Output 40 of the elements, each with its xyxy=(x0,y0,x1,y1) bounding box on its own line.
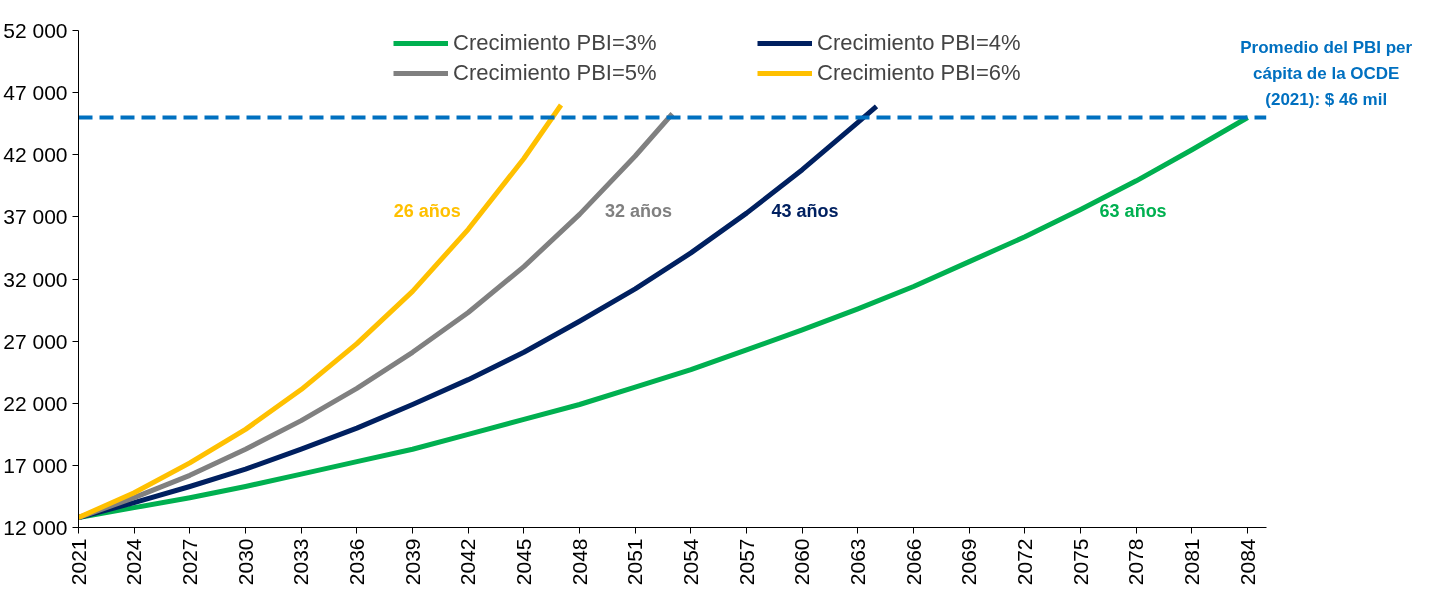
annotation: 32 años xyxy=(604,200,672,221)
annotation: 63 años xyxy=(1099,200,1167,221)
y-tick-label: 32 000 xyxy=(3,267,68,291)
x-tick-label: 2024 xyxy=(122,538,146,586)
x-tick-label: 2021 xyxy=(66,538,90,586)
x-tick-label: 2042 xyxy=(456,538,480,586)
annotation: 26 años xyxy=(393,200,461,221)
x-tick-label: 2066 xyxy=(901,538,925,586)
x-tick-label: 2078 xyxy=(1124,538,1148,586)
ref-line-label: Promedio del PBI per cápita de la OCDE (2021): $ 46 mil xyxy=(1240,38,1413,110)
annotation: 43 años xyxy=(771,200,839,221)
x-tick-label: 2048 xyxy=(567,538,591,586)
x-tick-label: 2045 xyxy=(511,538,535,586)
x-tick-label: 2057 xyxy=(734,538,758,586)
y-tick-label: 42 000 xyxy=(3,143,68,167)
legend-label: Crecimiento PBI=3% xyxy=(453,30,658,56)
y-tick-label: 47 000 xyxy=(3,81,68,105)
x-tick-label: 2060 xyxy=(790,538,814,586)
y-tick-label: 12 000 xyxy=(3,516,68,539)
x-tick-label: 2075 xyxy=(1068,538,1092,586)
y-tick-label: 52 000 xyxy=(3,19,68,42)
x-tick-label: 2036 xyxy=(344,538,368,586)
x-tick-label: 2069 xyxy=(957,538,981,586)
legend-label: Crecimiento PBI=4% xyxy=(817,30,1022,56)
x-tick-label: 2084 xyxy=(1235,538,1259,586)
x-tick-label: 2033 xyxy=(289,538,313,586)
y-tick-label: 37 000 xyxy=(3,205,68,229)
y-tick-label: 22 000 xyxy=(3,391,68,415)
x-tick-label: 2027 xyxy=(177,538,201,586)
legend-label: Crecimiento PBI=6% xyxy=(817,60,1022,86)
x-tick-label: 2063 xyxy=(845,538,869,586)
x-tick-label: 2051 xyxy=(623,538,647,586)
y-tick-label: 17 000 xyxy=(3,453,68,477)
x-tick-label: 2072 xyxy=(1012,538,1036,586)
x-tick-label: 2030 xyxy=(233,538,257,586)
y-tick-label: 27 000 xyxy=(3,329,68,353)
x-tick-label: 2039 xyxy=(400,538,424,586)
legend-label: Crecimiento PBI=5% xyxy=(453,60,658,86)
x-tick-label: 2054 xyxy=(678,538,702,586)
x-tick-label: 2081 xyxy=(1179,538,1203,586)
